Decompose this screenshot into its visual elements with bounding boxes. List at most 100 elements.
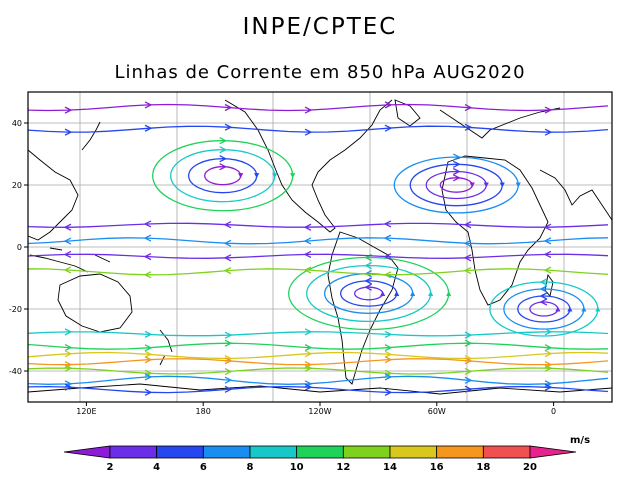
streamline	[28, 253, 609, 259]
y-tick-label: 0	[17, 243, 22, 252]
colorbar-label: 2	[107, 462, 114, 473]
streamline	[28, 103, 609, 112]
colorbar-right-arrow	[529, 445, 577, 459]
streamline	[28, 385, 609, 394]
new-zealand-coast	[159, 329, 173, 366]
streamline-arrow	[544, 128, 553, 136]
streamline-arrow	[304, 128, 313, 136]
streamline-arrow	[304, 328, 313, 336]
streamline-arrow	[543, 250, 552, 258]
streamline-arrow	[464, 123, 473, 131]
streamline-arrow	[464, 367, 473, 376]
colorbar-label: 14	[383, 462, 397, 473]
streamline-arrow	[464, 104, 473, 112]
streamline-arrow	[383, 234, 392, 242]
streamline-arrow	[224, 103, 233, 112]
streamline	[288, 256, 452, 331]
colorbar-segment	[296, 445, 344, 459]
streamline-arrow	[143, 234, 152, 242]
colorbar-segment	[436, 445, 484, 459]
arabia-india-coast	[539, 169, 612, 221]
colorbar-segment	[156, 445, 204, 459]
streamline-arrow	[224, 376, 233, 384]
streamline-arrow	[224, 357, 233, 365]
africa-coast	[441, 155, 549, 306]
streamline-arrow	[144, 356, 153, 364]
streamline-arrow	[219, 163, 228, 171]
colorbar: 2 4 6 8 10 12 14 16 18 20	[63, 445, 577, 473]
plot-area	[28, 92, 612, 402]
streamline	[503, 288, 587, 330]
streamline-arrow	[364, 283, 372, 291]
streamline	[28, 375, 609, 385]
streamlines	[28, 101, 609, 396]
streamline-arrow	[463, 266, 472, 275]
streamline-arrow	[144, 101, 153, 109]
streamline-arrow	[144, 373, 153, 381]
streamline-arrow	[384, 330, 393, 339]
y-tick-label: 40	[12, 119, 22, 128]
streamline-arrow	[543, 223, 552, 231]
streamline-arrow	[539, 292, 548, 300]
streamline-arrow	[64, 383, 73, 391]
streamline	[28, 237, 609, 245]
streamline	[354, 286, 386, 301]
streamline-arrow	[464, 331, 473, 339]
streamline-arrow	[144, 330, 153, 338]
streamline	[28, 351, 609, 360]
streamline-arrow	[452, 167, 461, 176]
streamline-arrow	[224, 331, 233, 339]
x-tick-label: 120W	[308, 407, 331, 416]
streamline-arrow	[224, 385, 233, 393]
streamline-arrow	[224, 367, 233, 376]
streamline-arrow	[64, 350, 73, 358]
colorbar-label: 6	[200, 462, 207, 473]
streamline	[340, 280, 400, 307]
streamline-arrow	[464, 376, 473, 384]
streamline-arrow	[304, 364, 313, 372]
streamline	[439, 177, 475, 193]
colorbar-label: 18	[476, 462, 490, 473]
colorbar-label: 4	[153, 462, 160, 473]
north-america-coast	[224, 99, 393, 233]
streamline-arrow	[544, 364, 553, 372]
streamline-arrow	[544, 344, 553, 352]
streamline-arrow	[304, 350, 313, 358]
streamline-arrow	[544, 106, 553, 114]
streamline-arrow	[452, 160, 461, 168]
x-tick-label: 120E	[76, 407, 96, 416]
streamline-arrow	[64, 380, 73, 388]
colorbar-label: 8	[247, 462, 254, 473]
streamline	[28, 268, 609, 276]
colorbar-segment	[249, 445, 298, 459]
streamline-arrow	[384, 101, 393, 109]
streamline-arrow	[223, 239, 232, 247]
streamline-arrow	[303, 250, 312, 258]
colorbar-label: 16	[430, 462, 444, 473]
streamline	[393, 156, 521, 214]
agency-header: INPE/CPTEC	[242, 14, 398, 40]
streamline-arrow	[303, 223, 312, 231]
streamline-arrow	[383, 253, 392, 261]
streamline-arrow	[223, 254, 232, 262]
japan-coast	[81, 121, 101, 151]
streamline-arrow	[219, 137, 228, 145]
streamline-arrow	[463, 254, 472, 262]
streamline-arrow	[224, 123, 233, 131]
y-tick-label: -40	[9, 367, 22, 376]
colorbar-segment	[202, 445, 251, 459]
streamline-arrow	[383, 271, 392, 279]
streamline-arrow	[304, 344, 313, 352]
streamline	[28, 342, 609, 350]
streamline-arrow	[384, 373, 393, 381]
axes: 120E180120W60W060E40200-20-40	[9, 119, 556, 416]
streamline-arrow	[64, 328, 73, 336]
streamline-arrow	[144, 388, 153, 396]
streamline-arrow	[63, 266, 72, 274]
streamline-arrow	[539, 298, 548, 306]
streamline-arrow	[463, 221, 472, 229]
streamline	[28, 222, 609, 228]
streamline-arrow	[384, 350, 393, 358]
asia-coast	[28, 149, 79, 241]
streamline	[28, 331, 609, 337]
